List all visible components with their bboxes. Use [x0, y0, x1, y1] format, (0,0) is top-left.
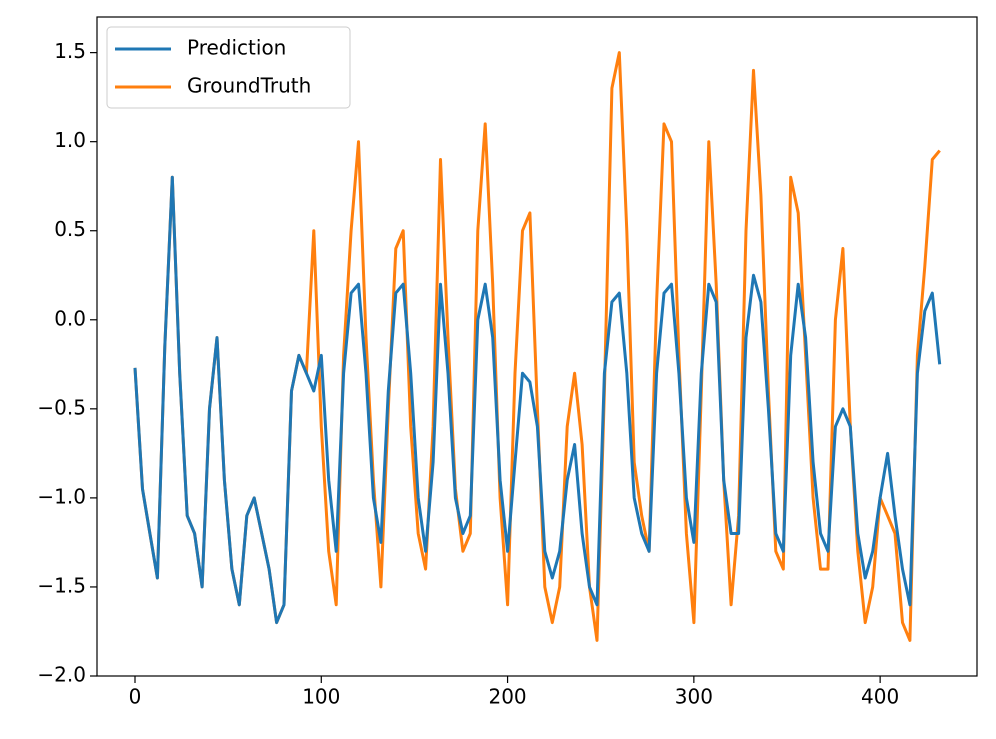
y-tick-label: −2.0: [37, 663, 86, 687]
y-tick-label: 0.0: [54, 306, 86, 330]
series-line: [133, 51, 941, 642]
y-tick-label: −1.5: [37, 573, 86, 597]
x-tick-label: 100: [302, 685, 340, 709]
x-tick-label: 300: [675, 685, 713, 709]
y-tick-label: −0.5: [37, 395, 86, 419]
y-tick-label: 0.5: [54, 217, 86, 241]
x-tick-label: 400: [861, 685, 899, 709]
series-line: [133, 175, 942, 625]
x-tick-label: 200: [488, 685, 526, 709]
plot-frame: [96, 16, 978, 677]
y-tick-label: 1.5: [54, 39, 86, 63]
y-tick-label: 1.0: [54, 128, 86, 152]
legend-label: GroundTruth: [187, 74, 311, 98]
x-tick-label: 0: [129, 685, 142, 709]
legend-label: Prediction: [187, 36, 286, 60]
y-tick-label: −1.0: [37, 484, 86, 508]
